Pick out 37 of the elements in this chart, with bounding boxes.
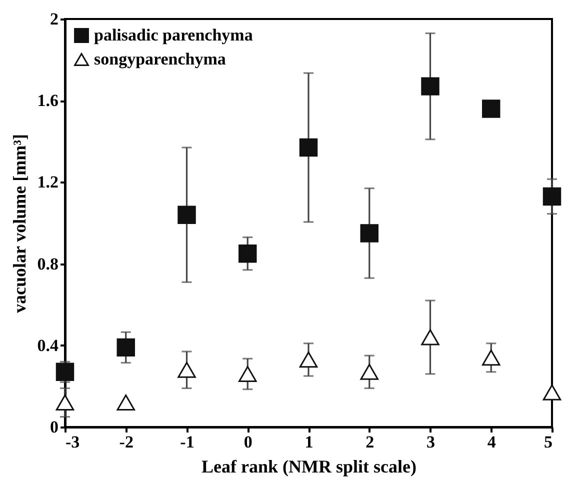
legend-label: songyparenchyma (94, 50, 226, 68)
x-tick-label: 0 (244, 432, 252, 452)
x-tick-label: 4 (487, 432, 496, 452)
y-tick-label: 2 (50, 10, 58, 28)
point (238, 366, 257, 382)
point (178, 362, 196, 378)
x-axis-title: Leaf rank (NMR split scale) (202, 456, 416, 476)
point (299, 138, 318, 157)
y-tick-label: 1.2 (37, 172, 58, 192)
point (116, 394, 135, 411)
point (482, 100, 500, 118)
x-tick-label: -3 (66, 432, 80, 452)
point (360, 224, 378, 242)
point (238, 244, 257, 263)
y-tick-label: 0 (50, 418, 58, 436)
point (116, 338, 135, 357)
y-axis-title: vacuolar volume [mm³] (9, 134, 30, 314)
point (56, 362, 74, 382)
x-tick-label: 2 (366, 432, 374, 452)
y-tick-label: 0.8 (37, 254, 58, 274)
point (56, 394, 74, 411)
x-tick-label: 5 (544, 432, 552, 452)
point (421, 77, 440, 96)
point (542, 187, 562, 206)
x-tick-label: -2 (119, 432, 134, 452)
point (482, 350, 500, 366)
x-tick-label: -1 (180, 432, 194, 452)
point (542, 384, 562, 400)
x-tick-label: 3 (426, 432, 435, 452)
point (360, 364, 378, 380)
y-tick-label: 0.4 (37, 336, 59, 355)
x-tick-label: 1 (304, 432, 314, 452)
point (178, 206, 196, 224)
point (421, 329, 440, 346)
y-tick-label: 1.6 (37, 91, 58, 110)
legend-label: palisadic parenchyma (94, 26, 254, 44)
point (299, 352, 318, 368)
